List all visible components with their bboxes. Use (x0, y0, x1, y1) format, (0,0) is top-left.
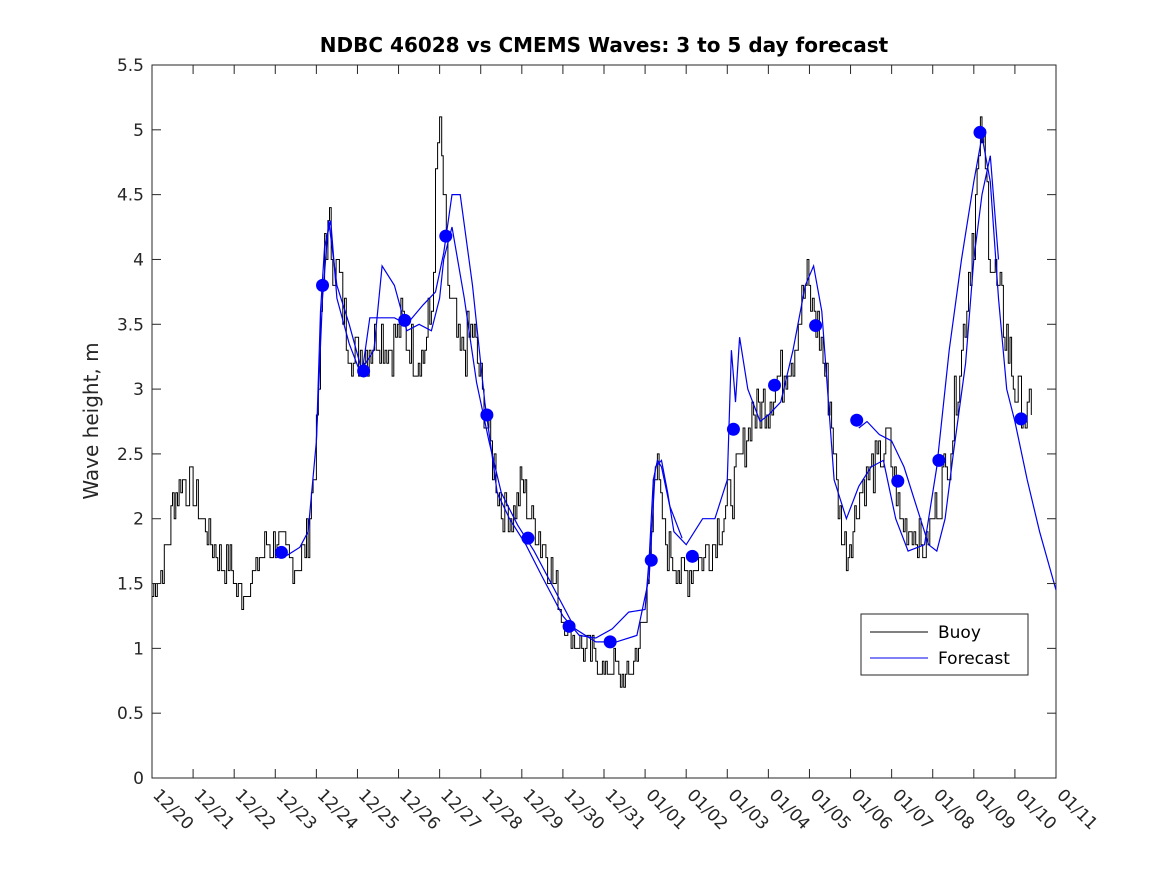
legend-box (860, 613, 1029, 676)
series-layer (152, 116, 1057, 688)
forecast-marker (1014, 412, 1028, 426)
y-tick-label: 0.5 (117, 704, 144, 724)
y-tick-label: 3.5 (117, 315, 144, 335)
forecast-marker (603, 635, 617, 649)
marker-layer (274, 125, 1028, 649)
forecast-marker (480, 408, 494, 422)
series-buoy-line (152, 116, 1032, 688)
forecast-marker (726, 422, 740, 436)
forecast-marker (521, 531, 535, 545)
forecast-marker (439, 229, 453, 243)
chart-title: NDBC 46028 vs CMEMS Waves: 3 to 5 day fo… (320, 33, 889, 57)
y-tick-label: 1 (133, 639, 144, 659)
forecast-marker (850, 413, 864, 427)
y-tick-label: 0 (133, 769, 144, 789)
forecast-marker (891, 474, 905, 488)
forecast-marker (274, 545, 288, 559)
forecast-marker (932, 453, 946, 467)
forecast-marker (644, 553, 658, 567)
series-forecast-line-2 (315, 136, 1057, 643)
legend: Buoy Forecast (860, 613, 1029, 676)
series-forecast-line-3 (858, 155, 1000, 553)
y-axis: 0 0.5 1 1.5 2 2.5 3 3.5 4 4.5 5 5.5 (117, 56, 1056, 789)
forecast-marker (973, 125, 987, 139)
forecast-marker (357, 364, 371, 378)
forecast-marker (562, 619, 576, 633)
forecast-marker (398, 313, 412, 327)
y-tick-label: 2 (133, 510, 144, 530)
y-tick-label: 3 (133, 380, 144, 400)
y-tick-label: 5.5 (117, 56, 144, 76)
forecast-marker (809, 319, 823, 333)
forecast-marker (768, 378, 782, 392)
legend-label-buoy: Buoy (938, 623, 981, 643)
y-tick-label: 2.5 (117, 445, 144, 465)
y-tick-label: 5 (133, 121, 144, 141)
y-tick-label: 1.5 (117, 575, 144, 595)
y-tick-label: 4 (133, 250, 144, 270)
y-axis-label: Wave height, m (79, 342, 103, 499)
legend-label-forecast: Forecast (938, 649, 1010, 669)
y-tick-label: 4.5 (117, 186, 144, 206)
forecast-marker (685, 549, 699, 563)
forecast-marker (316, 278, 330, 292)
